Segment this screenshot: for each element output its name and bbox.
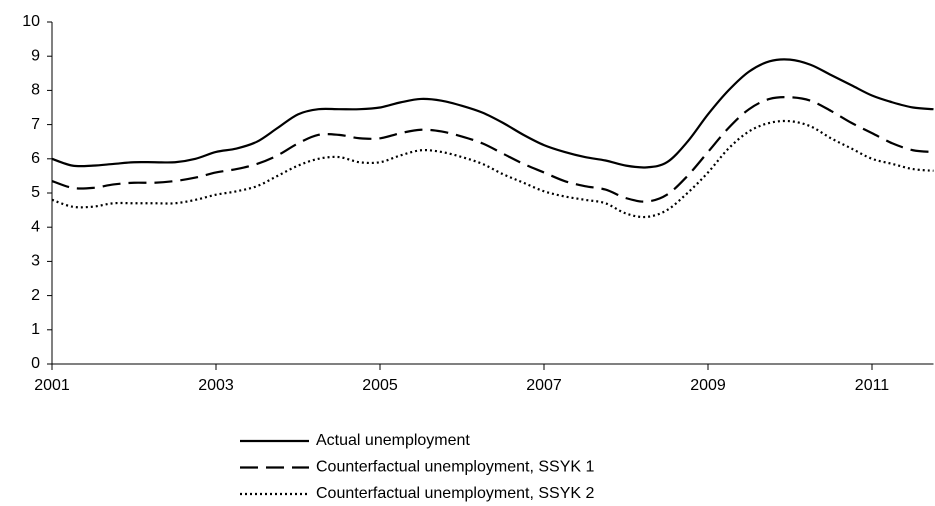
x-tick-label: 2003 xyxy=(198,377,234,394)
series-line xyxy=(51,96,934,203)
series-line xyxy=(51,119,934,219)
y-tick-label: 4 xyxy=(31,218,40,235)
x-tick-label: 2001 xyxy=(34,377,70,394)
y-tick-label: 1 xyxy=(31,321,40,338)
y-tick-label: 9 xyxy=(31,47,40,64)
legend-label: Counterfactual unemployment, SSYK 1 xyxy=(316,459,594,476)
series-line xyxy=(51,58,934,169)
y-tick-label: 8 xyxy=(31,82,40,99)
x-tick-label: 2009 xyxy=(690,377,726,394)
y-tick-label: 6 xyxy=(31,150,40,167)
y-tick-label: 5 xyxy=(31,184,40,201)
y-tick-label: 2 xyxy=(31,287,40,304)
y-tick-label: 7 xyxy=(31,116,40,133)
x-tick-label: 2005 xyxy=(362,377,398,394)
y-tick-label: 3 xyxy=(31,253,40,270)
y-tick-label: 10 xyxy=(22,13,40,30)
x-tick-label: 2007 xyxy=(526,377,562,394)
legend-label: Counterfactual unemployment, SSYK 2 xyxy=(316,485,594,502)
legend-label: Actual unemployment xyxy=(316,432,470,449)
x-tick-label: 2011 xyxy=(855,377,890,394)
y-tick-label: 0 xyxy=(31,355,40,372)
